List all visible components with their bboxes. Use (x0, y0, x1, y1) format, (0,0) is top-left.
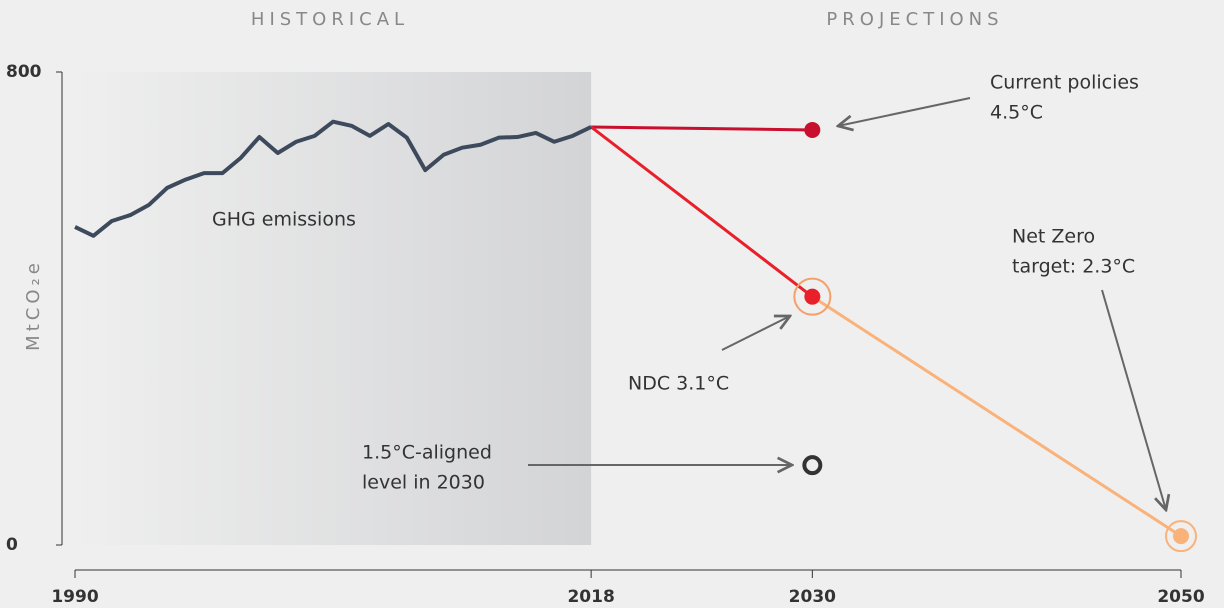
annotation: level in 2030 (362, 472, 485, 494)
x-tick-label: 2030 (789, 587, 836, 607)
region-label: PROJECTIONS (826, 9, 1003, 30)
annotation: 4.5°C (990, 102, 1043, 124)
marker (802, 455, 823, 476)
series-line (74, 119, 593, 238)
series-label: GHG emissions (212, 209, 356, 231)
annotation: target: 2.3°C (1012, 256, 1135, 278)
annotation-arrow (1101, 289, 1166, 510)
x-tick-label: 1990 (51, 587, 98, 607)
marker (1173, 528, 1189, 545)
annotation-arrow (721, 316, 790, 351)
historical-shade (75, 72, 592, 545)
y-tick-label: 0 (6, 535, 18, 555)
projection-line (591, 125, 813, 132)
x-tick-label: 2018 (567, 587, 614, 607)
marker-ring (793, 277, 832, 316)
x-tick-label: 2050 (1157, 587, 1204, 607)
region-label: HISTORICAL (251, 9, 409, 30)
annotation: 1.5°C-aligned (362, 442, 492, 464)
marker (804, 288, 821, 305)
annotation: Net Zero (1012, 226, 1095, 248)
y-axis-label: MtCO₂e (23, 259, 44, 351)
projection-line (811, 295, 1182, 538)
y-tick-label: 800 (6, 62, 42, 82)
projection-line (590, 125, 814, 298)
marker-ring (1165, 520, 1197, 553)
annotation: Current policies (990, 72, 1139, 94)
annotation-arrow (838, 97, 971, 126)
marker (804, 121, 821, 138)
annotation: NDC 3.1°C (628, 373, 729, 395)
